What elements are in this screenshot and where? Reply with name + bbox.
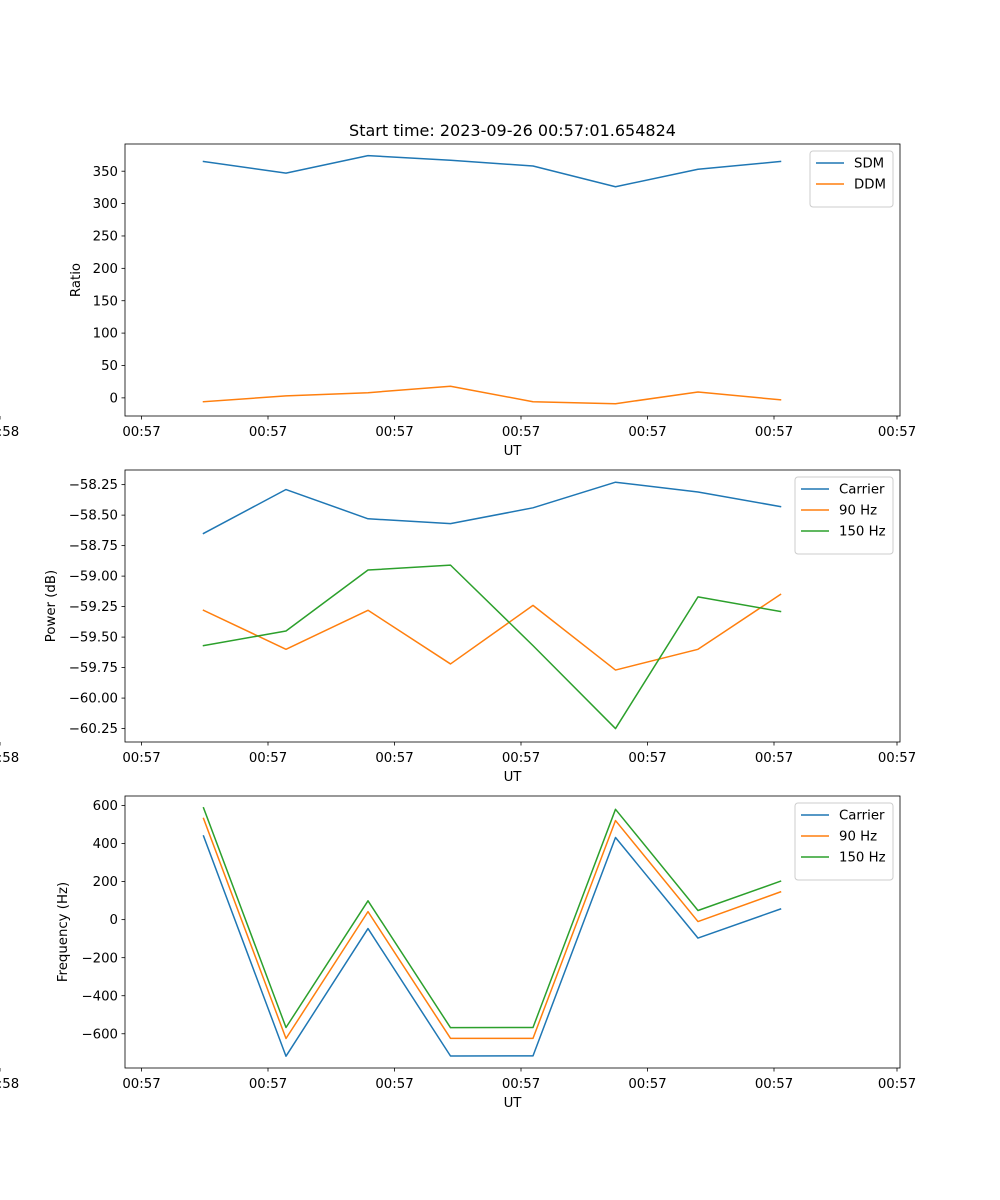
legend-label: Carrier [839, 809, 885, 824]
x-tick-label: 00:57 [502, 751, 540, 766]
series-line-sdm [202, 154, 782, 188]
legend-label: 150 Hz [839, 851, 886, 866]
y-tick-label: 0 [110, 913, 118, 928]
axes-frame [124, 469, 901, 743]
x-tick-label: 00:58 [0, 751, 19, 766]
panel-1: 0 50 100 150 200 250 300 350 00:57 00:57 00:57 00:5… [0, 143, 916, 459]
legend-label: DDM [854, 178, 886, 193]
legend [794, 802, 894, 881]
x-tick-label: 00:57 [755, 425, 793, 440]
y-tick-label: 400 [93, 837, 118, 852]
y-tick-label: −59.25 [69, 600, 118, 615]
series-line-90-hz [202, 593, 782, 671]
x-tick-label: 00:57 [628, 1077, 666, 1092]
x-tick-label: 00:57 [878, 751, 916, 766]
x-tick-label: 00:58 [0, 1077, 19, 1092]
series-line-150-hz [202, 564, 782, 730]
x-tick-label: 00:57 [878, 1077, 916, 1092]
x-tick-label: 00:57 [249, 751, 287, 766]
y-tick-label: −59.50 [69, 631, 118, 646]
series-line-90-hz [202, 817, 782, 1040]
x-tick-label: 00:57 [375, 751, 413, 766]
legend-label: SDM [854, 157, 884, 172]
y-tick-label: −200 [81, 951, 118, 966]
x-tick-label: 00:57 [628, 751, 666, 766]
y-tick-label: −60.25 [69, 722, 118, 737]
series-line-150-hz [202, 806, 782, 1029]
y-tick-label: 50 [101, 359, 118, 374]
y-tick-label: 0 [110, 391, 118, 406]
y-axis-label: Ratio [69, 263, 84, 297]
x-axis-label: UT [504, 770, 523, 785]
y-axis-label: Frequency (Hz) [56, 882, 71, 982]
y-tick-label: −400 [81, 989, 118, 1004]
x-axis-label: UT [504, 444, 523, 459]
axes-frame [124, 795, 901, 1069]
x-tick-label: 00:57 [502, 1077, 540, 1092]
x-tick-label: 00:58 [0, 425, 19, 440]
x-tick-label: 00:57 [122, 1077, 160, 1092]
series-line-carrier [202, 481, 782, 535]
y-tick-label: 200 [93, 262, 118, 277]
x-axis-label: UT [504, 1096, 523, 1111]
x-tick-label: 00:57 [375, 425, 413, 440]
axes-frame [124, 143, 901, 417]
legend [809, 150, 894, 208]
y-tick-label: −58.50 [69, 509, 118, 524]
y-tick-label: 350 [93, 165, 118, 180]
y-tick-label: −58.75 [69, 539, 118, 554]
x-tick-label: 00:57 [755, 751, 793, 766]
x-tick-label: 00:57 [249, 425, 287, 440]
x-tick-label: 00:57 [249, 1077, 287, 1092]
y-tick-label: −59.00 [69, 570, 118, 585]
x-tick-label: 00:57 [502, 425, 540, 440]
y-tick-label: 150 [93, 294, 118, 309]
legend-label: 90 Hz [839, 504, 877, 519]
x-tick-label: 00:57 [628, 425, 666, 440]
y-tick-label: −58.25 [69, 478, 118, 493]
series-line-carrier [202, 834, 782, 1057]
y-tick-label: 100 [93, 327, 118, 342]
y-tick-label: −59.75 [69, 661, 118, 676]
y-tick-label: 600 [93, 799, 118, 814]
panel-3: −600 −400 −200 0 200 400 600 00:57 00:57 00:57 00:… [0, 795, 916, 1111]
x-tick-label: 00:57 [122, 425, 160, 440]
legend [794, 476, 894, 555]
x-tick-label: 00:57 [122, 751, 160, 766]
y-axis-label: Power (dB) [44, 570, 59, 642]
legend-label: Carrier [839, 483, 885, 498]
legend-label: 90 Hz [839, 830, 877, 845]
series-line-ddm [202, 385, 782, 405]
chart-title: Start time: 2023-09-26 00:57:01.654824 [349, 121, 676, 140]
y-tick-label: 300 [93, 197, 118, 212]
y-tick-label: 250 [93, 230, 118, 245]
panel-2: −60.25 −60.00 −59.75 −59.50 −59.25 −59.00 −58.… [0, 469, 916, 785]
x-tick-label: 00:57 [878, 425, 916, 440]
x-tick-label: 00:57 [755, 1077, 793, 1092]
legend-label: 150 Hz [839, 525, 886, 540]
x-tick-label: 00:57 [375, 1077, 413, 1092]
y-tick-label: −600 [81, 1027, 118, 1042]
y-tick-label: 200 [93, 875, 118, 890]
y-tick-label: −60.00 [69, 692, 118, 707]
